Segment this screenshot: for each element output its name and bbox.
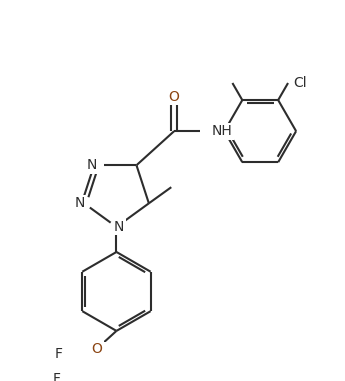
Text: N: N bbox=[87, 158, 97, 172]
Text: N: N bbox=[114, 220, 124, 234]
Text: NH: NH bbox=[212, 124, 233, 138]
Text: O: O bbox=[169, 90, 180, 104]
Text: F: F bbox=[52, 372, 60, 381]
Text: F: F bbox=[54, 347, 62, 361]
Text: Cl: Cl bbox=[293, 76, 307, 90]
Text: O: O bbox=[91, 342, 102, 356]
Text: N: N bbox=[75, 196, 85, 210]
